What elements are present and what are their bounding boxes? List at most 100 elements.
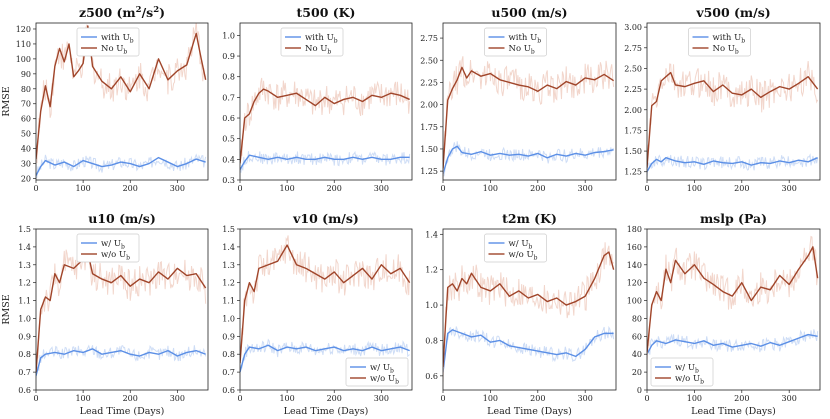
y-tick-label: 160 [627, 243, 642, 252]
plot-area [36, 243, 207, 379]
x-tick-label: 100 [687, 184, 702, 193]
y-tick-label: 180 [627, 225, 642, 234]
x-tick-label: 100 [75, 394, 90, 403]
y-tick-label: 0.8 [222, 350, 235, 359]
y-tick-label: 1.0 [18, 314, 31, 323]
y-tick-label: 80 [21, 85, 31, 94]
axes-frame [442, 22, 617, 181]
x-tick-label: 200 [530, 394, 545, 403]
legend-label: w/o Ub [370, 374, 399, 386]
x-tick-label: 0 [237, 394, 242, 403]
legend-label: with Ub [305, 33, 338, 45]
x-tick-label: 100 [279, 394, 294, 403]
series-spread-brown [443, 56, 615, 180]
series-spread-blue [647, 329, 819, 355]
legend-box [484, 233, 547, 263]
series-line-blue [443, 329, 614, 373]
y-tick-label: 0.9 [222, 52, 235, 61]
x-tick-label: 200 [530, 184, 545, 193]
y-tick-label: 1.4 [425, 230, 438, 239]
legend: w/ Ubw/o Ub [345, 357, 409, 387]
legend-box [76, 27, 140, 57]
x-axis-label: Lead Time (Days) [80, 406, 165, 417]
y-tick-label: 2.50 [420, 56, 438, 65]
x-tick-label: 200 [327, 184, 342, 193]
legend-label: w/o Ub [101, 250, 130, 262]
y-tick-label: 2.25 [624, 85, 642, 94]
y-tick-label: 2.75 [420, 34, 438, 43]
legend-label: with Ub [713, 33, 746, 45]
y-tick-label: 120 [16, 25, 31, 34]
y-tick-label: 0.6 [425, 372, 438, 381]
subplot-title: v10 (m/s) [292, 211, 359, 226]
y-axis-label: RMSE [1, 86, 12, 116]
y-tick-label: 1.4 [18, 243, 31, 252]
series-spread-brown [240, 77, 411, 156]
y-tick-label: 120 [627, 279, 642, 288]
subplot-2: t500 (K) 0 100 200 300 0.3 0.4 0.5 0.6 0.7 0.8 0.9 1… [222, 5, 413, 193]
x-tick-label: 0 [33, 394, 38, 403]
y-tick-label: 0.9 [222, 332, 235, 341]
series-line-brown [647, 71, 819, 168]
axes-frame [646, 22, 821, 181]
y-tick-label: 40 [21, 145, 31, 154]
y-tick-label: 100 [16, 55, 31, 64]
x-axis-label: Lead Time (Days) [284, 406, 369, 417]
x-tick-label: 200 [123, 394, 138, 403]
x-tick-label: 300 [374, 394, 389, 403]
legend-label: w/o Ub [509, 250, 538, 262]
y-tick-label: 2.75 [624, 44, 642, 53]
legend: w/ Ubw/o Ub [76, 233, 140, 263]
legend-label: with Ub [509, 33, 542, 45]
y-tick-label: 2.00 [624, 106, 642, 115]
x-tick-label: 0 [440, 394, 445, 403]
axes-frame [646, 228, 821, 391]
subplot-title: v500 (m/s) [695, 5, 770, 20]
y-tick-label: 0.6 [18, 386, 31, 395]
y-tick-label: 1.0 [222, 314, 235, 323]
series-line-blue [240, 154, 410, 171]
x-tick-label: 200 [123, 184, 138, 193]
x-tick-label: 300 [170, 184, 185, 193]
x-tick-label: 0 [237, 184, 242, 193]
x-tick-label: 300 [374, 184, 389, 193]
legend-box [484, 27, 547, 57]
series-spread-brown [443, 242, 615, 383]
x-tick-label: 100 [279, 184, 294, 193]
subplot-5: u10 (m/s) 0 100 200 300 0.6 0.7 0.8 0.9 1.0 1.1 1.2… [1, 211, 209, 417]
y-tick-label: 1.25 [420, 167, 438, 176]
series-spread-brown [36, 23, 207, 164]
legend-label: No Ub [713, 44, 739, 56]
series-line-blue [36, 348, 206, 376]
y-tick-label: 1.25 [624, 168, 642, 177]
y-tick-label: 70 [21, 100, 31, 109]
y-tick-label: 1.0 [222, 31, 235, 40]
y-tick-label: 0.7 [222, 93, 235, 102]
legend-label: w/ Ub [675, 363, 699, 375]
x-tick-label: 100 [75, 184, 90, 193]
subplot-4: v500 (m/s) 0 100 200 300 1.25 1.50 1.75 2.00 2.25… [624, 5, 821, 193]
x-tick-label: 0 [440, 184, 445, 193]
y-tick-label: 0.8 [425, 336, 438, 345]
axes-frame [35, 228, 209, 391]
y-tick-label: 90 [21, 70, 31, 79]
subplot-1: z500 (m2/s2) 0 100 200 300 20 30 40 50 60 70 80 90 10… [1, 5, 209, 193]
subplot-8: mslp (Pa) 0 100 200 300 0 20 40 60 80 100 120 140 160… [627, 211, 821, 417]
x-tick-label: 300 [782, 184, 797, 193]
axes-frame [35, 22, 209, 181]
y-tick-label: 0.7 [18, 368, 31, 377]
y-tick-label: 1.4 [222, 243, 235, 252]
series-line-brown [443, 251, 615, 368]
series-line-brown [240, 88, 410, 164]
series-spread-brown [647, 61, 819, 174]
y-tick-label: 140 [627, 261, 642, 270]
x-tick-label: 300 [578, 394, 593, 403]
plot-area [240, 77, 411, 173]
y-tick-label: 30 [21, 160, 31, 169]
y-tick-label: 50 [21, 130, 31, 139]
y-tick-label: 1.1 [18, 297, 31, 306]
series-spread-blue [240, 150, 411, 173]
legend-label: w/ Ub [370, 363, 394, 375]
